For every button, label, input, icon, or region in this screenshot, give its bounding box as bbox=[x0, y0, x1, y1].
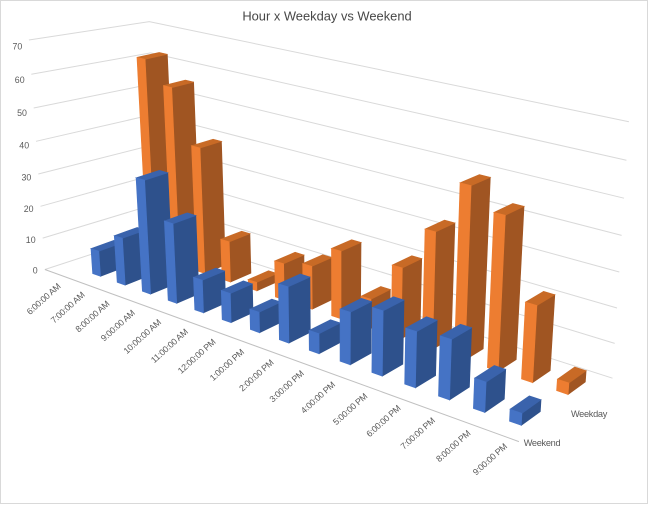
svg-text:30: 30 bbox=[22, 173, 32, 183]
svg-text:70: 70 bbox=[13, 42, 23, 52]
svg-text:10: 10 bbox=[26, 235, 36, 245]
svg-text:20: 20 bbox=[24, 204, 34, 214]
svg-text:Weekday: Weekday bbox=[571, 409, 608, 419]
svg-text:60: 60 bbox=[15, 75, 25, 85]
svg-text:50: 50 bbox=[17, 108, 27, 118]
svg-text:0: 0 bbox=[33, 266, 38, 276]
svg-text:Hour x Weekday vs Weekend: Hour x Weekday vs Weekend bbox=[242, 9, 411, 24]
svg-text:Weekend: Weekend bbox=[524, 438, 561, 448]
svg-text:40: 40 bbox=[19, 141, 29, 151]
